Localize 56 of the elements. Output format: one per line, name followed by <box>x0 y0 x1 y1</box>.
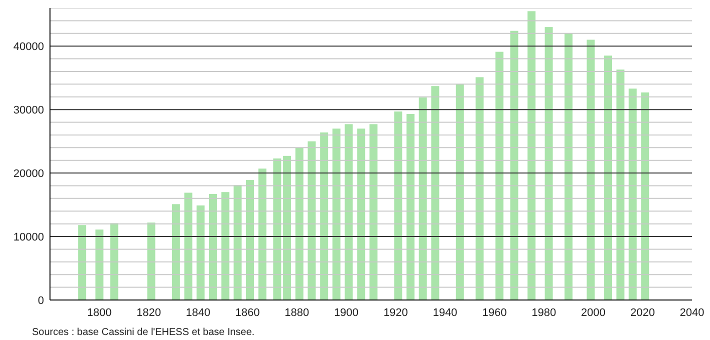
bar <box>258 168 266 300</box>
x-tick-label: 1880 <box>284 306 310 319</box>
y-tick-label: 0 <box>38 294 44 307</box>
bar <box>246 180 254 300</box>
x-tick-label: 1820 <box>136 306 162 319</box>
bar <box>273 158 282 300</box>
x-tick-label: 1840 <box>186 306 210 319</box>
bar <box>283 156 292 300</box>
x-tick-label: 2000 <box>580 306 606 319</box>
bar <box>184 192 192 300</box>
x-tick-label: 1980 <box>532 306 556 319</box>
bar <box>641 92 650 300</box>
bar <box>604 56 612 300</box>
y-tick-label: 20000 <box>13 168 44 180</box>
x-tick-label: 1800 <box>87 306 112 319</box>
bar <box>234 185 242 300</box>
y-tick-label: 40000 <box>13 40 44 53</box>
y-tick-label: 30000 <box>13 104 44 116</box>
bar <box>406 114 415 300</box>
bar <box>616 70 624 300</box>
source-note: Sources : base Cassini de l'EHESS et base Insee. <box>32 327 256 338</box>
bar <box>308 141 316 300</box>
bar <box>172 204 180 300</box>
bar <box>147 222 156 300</box>
x-tick-label: 1960 <box>482 306 507 319</box>
bar <box>418 98 427 300</box>
bar <box>332 128 340 300</box>
bar <box>544 27 553 300</box>
y-tick-label: 10000 <box>13 231 44 244</box>
bar <box>221 192 230 300</box>
x-tick-label: 2040 <box>680 306 704 319</box>
bar <box>369 124 378 300</box>
x-tick-label: 2020 <box>630 306 655 319</box>
bar <box>357 128 366 300</box>
bar <box>528 11 536 300</box>
bar <box>295 148 304 300</box>
x-tick-label: 1940 <box>432 306 458 319</box>
bar <box>344 124 353 300</box>
bar <box>564 33 573 300</box>
bar <box>208 194 217 300</box>
bar <box>431 86 440 300</box>
bar <box>586 40 595 300</box>
bar <box>196 205 205 300</box>
bar <box>78 225 86 300</box>
bar <box>95 230 104 300</box>
x-tick-label: 1900 <box>334 306 359 319</box>
bar <box>495 52 504 300</box>
bar <box>110 223 118 300</box>
x-tick-label: 1860 <box>235 306 260 319</box>
bar <box>394 111 402 300</box>
bar <box>456 84 464 300</box>
bar <box>628 88 637 300</box>
bar <box>320 132 328 300</box>
x-tick-label: 1920 <box>383 306 408 319</box>
bar <box>510 30 518 300</box>
bar <box>476 77 484 300</box>
